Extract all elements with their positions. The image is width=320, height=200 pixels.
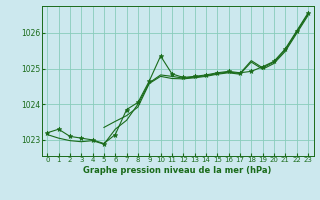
X-axis label: Graphe pression niveau de la mer (hPa): Graphe pression niveau de la mer (hPa) bbox=[84, 166, 272, 175]
